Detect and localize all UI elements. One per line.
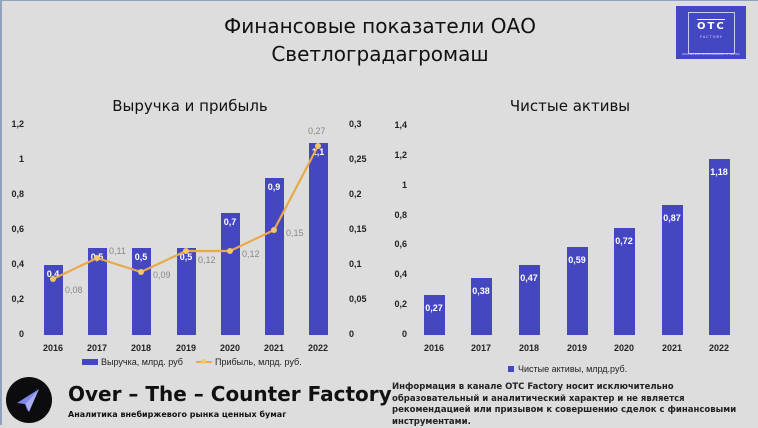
- chart-title-net-assets: Чистые активы: [509, 97, 631, 115]
- profit-data-label: 0,12: [198, 255, 216, 265]
- y2-tick-label: 0,15: [349, 224, 367, 234]
- x-tick-label: 2021: [661, 343, 683, 353]
- profit-data-label: 0,11: [109, 246, 126, 256]
- y2-tick-label: 0,3: [349, 119, 362, 129]
- logo-caption: АНАЛИТИКА ВНЕБИРЖЕВОГО РЫНКА: [682, 52, 740, 56]
- x-tick-label: 2017: [86, 343, 108, 353]
- revenue-bar-label: 1,1: [311, 146, 325, 157]
- y-tick-label: 0,2: [394, 299, 407, 310]
- x-tick-label: 2018: [130, 343, 152, 353]
- y-tick-label: 0,8: [11, 189, 24, 199]
- y-tick-label: 0,6: [11, 224, 24, 234]
- x-tick-label: 2017: [470, 343, 492, 353]
- x-tick-label: 2019: [175, 343, 197, 353]
- x-tick-label: 2022: [708, 343, 730, 353]
- y2-tick-label: 0: [349, 329, 355, 339]
- y-tick-label: 1: [401, 179, 407, 190]
- x-tick-label: 2019: [566, 343, 588, 353]
- revenue-bar-label: 0,9: [267, 181, 281, 192]
- revenue-bar: [220, 212, 240, 335]
- net-assets-bar-label: 0,87: [663, 213, 681, 224]
- logo-frame: OTC FACTORY: [688, 12, 735, 54]
- x-tick-label: 2020: [219, 343, 241, 353]
- net-assets-bar: [518, 264, 540, 335]
- net-assets-bar: [470, 278, 492, 335]
- y-tick-label: 1,4: [394, 120, 407, 130]
- y2-tick-label: 0,25: [349, 154, 367, 164]
- y-tick-label: 0,4: [394, 269, 407, 280]
- legend-label-net-assets: Чистые активы, млрд.руб.: [518, 364, 628, 374]
- x-tick-label: 2021: [263, 343, 285, 353]
- y-tick-label: 1: [18, 154, 24, 164]
- revenue-bar-label: 0,5: [179, 251, 193, 262]
- profit-data-label: 0,08: [65, 285, 83, 295]
- brand-tagline: Аналитика внебиржевого рынка ценных бума…: [68, 410, 287, 419]
- legend-profit: Прибыль, млрд. руб.: [196, 357, 302, 367]
- y-tick-label: 1,2: [11, 119, 24, 129]
- net-assets-bar: [423, 294, 445, 335]
- net-assets-bar: [613, 227, 635, 335]
- revenue-bar: [264, 177, 284, 335]
- y2-tick-label: 0,05: [349, 294, 367, 304]
- x-tick-label: 2016: [42, 343, 64, 353]
- disclaimer-text: Информация в канале OTC Factory носит ис…: [392, 382, 737, 427]
- legend-net-assets: Чистые активы, млрд.руб.: [508, 364, 627, 374]
- legend-revenue: Выручка, млрд. руб: [82, 357, 183, 367]
- title-line-2: Светлоградагромаш: [271, 42, 489, 66]
- logo-mark: OTC: [697, 19, 726, 32]
- page-title: Финансовые показатели ОАО Светлоградагро…: [150, 12, 610, 68]
- legend-label-profit: Прибыль, млрд. руб.: [215, 357, 302, 367]
- y-tick-label: 1,2: [394, 149, 407, 160]
- revenue-bar: [43, 265, 63, 335]
- x-tick-label: 2016: [423, 343, 445, 353]
- legend-swatch-bar: [82, 359, 98, 365]
- y-tick-label: 0,2: [11, 294, 24, 304]
- net-assets-bar: [708, 158, 730, 335]
- x-tick-label: 2022: [307, 343, 329, 353]
- revenue-bar: [308, 142, 328, 335]
- y-tick-label: 0,6: [394, 239, 407, 250]
- legend-swatch-line: [196, 359, 212, 364]
- chart-title-revenue-profit: Выручка и прибыль: [112, 97, 268, 115]
- y-tick-label: 0: [401, 329, 407, 339]
- legend-label-revenue: Выручка, млрд. руб: [101, 357, 183, 367]
- y-tick-label: 0: [18, 329, 24, 339]
- legend-swatch-square: [508, 366, 514, 372]
- y2-tick-label: 0,2: [349, 189, 362, 199]
- revenue-bar-label: 0,7: [223, 216, 237, 227]
- title-line-1: Финансовые показатели ОАО: [224, 14, 536, 38]
- profit-data-label: 0,27: [308, 126, 326, 136]
- logo-factory-text: FACTORY: [700, 35, 723, 39]
- otc-factory-logo: OTC FACTORY АНАЛИТИКА ВНЕБИРЖЕВОГО РЫНКА: [676, 6, 746, 59]
- net-assets-bar: [661, 205, 683, 335]
- brand-name: Over – The – Counter Factory: [68, 382, 392, 406]
- net-assets-bar-label: 0,47: [520, 272, 538, 283]
- y2-tick-label: 0,1: [349, 259, 362, 269]
- x-tick-label: 2018: [518, 343, 540, 353]
- net-assets-bar-label: 0,59: [568, 254, 586, 265]
- telegram-paper-plane-icon: [6, 377, 52, 423]
- x-tick-label: 2020: [613, 343, 635, 353]
- revenue-bar-label: 0,5: [134, 251, 148, 262]
- revenue-bar: [176, 247, 196, 335]
- y-tick-label: 0,8: [394, 209, 407, 220]
- profit-data-label: 0,09: [153, 270, 171, 280]
- net-assets-bar-label: 0,27: [425, 302, 443, 313]
- y-tick-label: 0,4: [11, 259, 24, 269]
- net-assets-bar: [566, 246, 588, 335]
- net-assets-bar-label: 0,72: [615, 235, 633, 246]
- profit-data-label: 0,15: [286, 228, 304, 238]
- net-assets-bar-label: 0,38: [472, 286, 490, 297]
- revenue-bar-label: 0,4: [46, 269, 60, 279]
- net-assets-bar-label: 1,18: [710, 166, 728, 177]
- revenue-bar: [87, 247, 107, 335]
- profit-data-label: 0,12: [242, 249, 260, 259]
